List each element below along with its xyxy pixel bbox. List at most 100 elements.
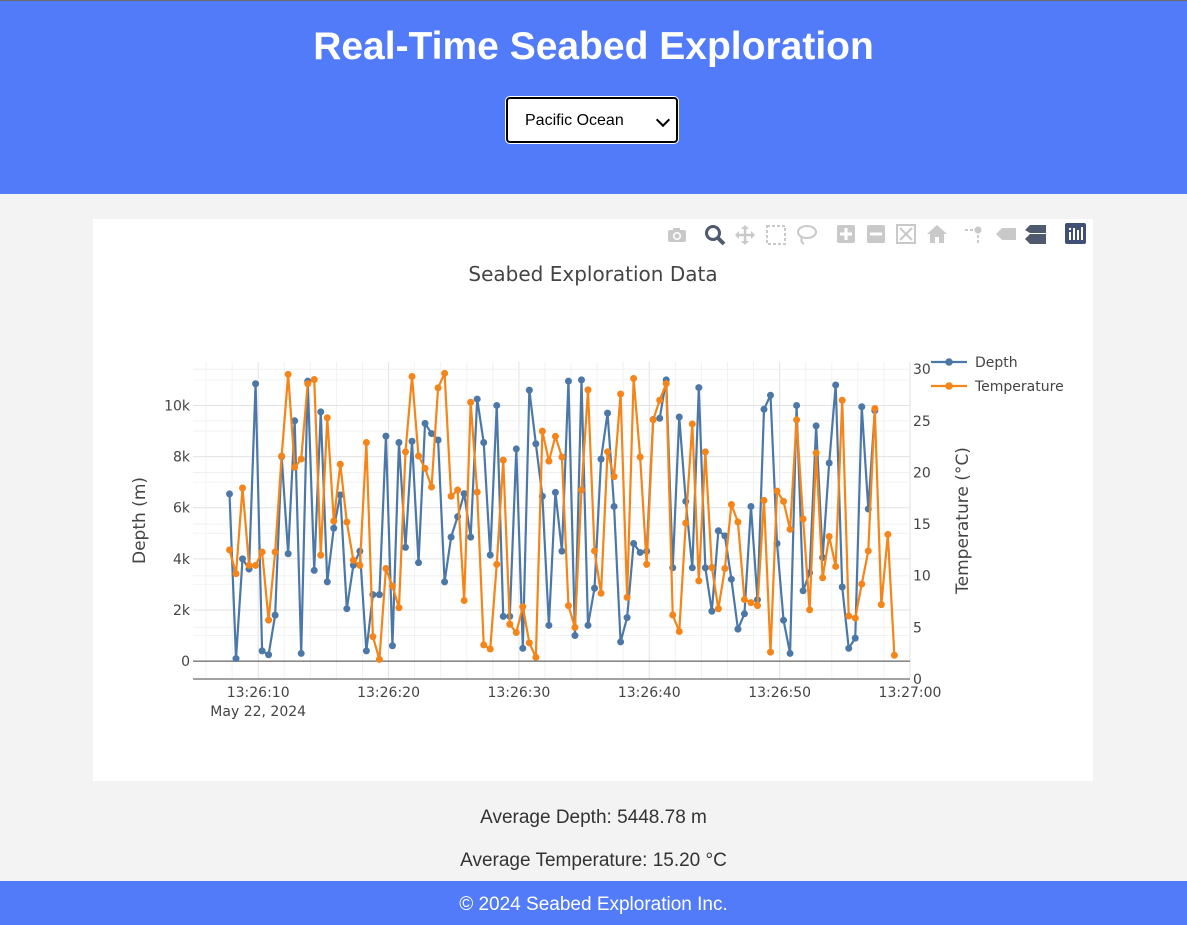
data-point[interactable]	[832, 381, 840, 389]
data-point[interactable]	[421, 419, 429, 427]
data-point[interactable]	[278, 452, 286, 460]
data-point[interactable]	[480, 439, 488, 447]
data-point[interactable]	[688, 564, 696, 572]
data-point[interactable]	[740, 595, 748, 603]
hover-compare-icon[interactable]	[1025, 225, 1046, 244]
data-point[interactable]	[265, 651, 273, 659]
data-point[interactable]	[577, 486, 585, 494]
data-point[interactable]	[669, 611, 677, 619]
data-point[interactable]	[401, 543, 409, 551]
data-point[interactable]	[232, 570, 240, 578]
data-point[interactable]	[688, 420, 696, 428]
data-point[interactable]	[375, 655, 383, 663]
data-point[interactable]	[551, 432, 559, 440]
data-point[interactable]	[747, 502, 755, 510]
data-point[interactable]	[662, 380, 670, 388]
data-point[interactable]	[506, 620, 514, 628]
data-point[interactable]	[617, 390, 625, 398]
data-point[interactable]	[480, 641, 488, 649]
data-point[interactable]	[786, 525, 794, 533]
data-point[interactable]	[753, 602, 761, 610]
data-point[interactable]	[519, 603, 527, 611]
reset-axes-icon[interactable]	[927, 225, 947, 243]
data-point[interactable]	[675, 413, 683, 421]
data-point[interactable]	[545, 621, 553, 629]
data-point[interactable]	[493, 560, 501, 568]
data-point[interactable]	[434, 384, 442, 392]
data-point[interactable]	[695, 384, 703, 392]
data-point[interactable]	[760, 405, 768, 413]
data-point[interactable]	[447, 492, 455, 500]
data-point[interactable]	[701, 564, 709, 572]
lasso-select-icon[interactable]	[797, 225, 817, 245]
data-point[interactable]	[701, 448, 709, 456]
data-point[interactable]	[460, 597, 468, 605]
data-point[interactable]	[747, 599, 755, 607]
region-select[interactable]: Pacific Ocean	[506, 97, 678, 143]
hover-closest-icon[interactable]	[996, 228, 1016, 240]
data-point[interactable]	[630, 540, 638, 548]
data-point[interactable]	[734, 518, 742, 526]
data-point[interactable]	[473, 488, 481, 496]
data-point[interactable]	[773, 487, 781, 495]
zoom-in-icon[interactable]	[837, 225, 855, 243]
data-point[interactable]	[708, 563, 716, 571]
data-point[interactable]	[786, 649, 794, 657]
data-point[interactable]	[369, 633, 377, 641]
data-point[interactable]	[512, 629, 520, 637]
data-point[interactable]	[767, 391, 775, 399]
data-point[interactable]	[591, 547, 599, 555]
data-point[interactable]	[349, 561, 357, 569]
data-point[interactable]	[460, 490, 468, 498]
data-point[interactable]	[349, 556, 357, 564]
data-point[interactable]	[799, 515, 807, 523]
data-point[interactable]	[441, 369, 449, 377]
data-point[interactable]	[538, 427, 546, 435]
data-point[interactable]	[395, 604, 403, 612]
data-point[interactable]	[851, 614, 859, 622]
data-point[interactable]	[245, 561, 253, 569]
data-point[interactable]	[271, 611, 279, 619]
data-point[interactable]	[375, 591, 383, 599]
data-point[interactable]	[623, 614, 631, 622]
data-point[interactable]	[297, 649, 305, 657]
data-point[interactable]	[591, 584, 599, 592]
data-point[interactable]	[649, 416, 657, 424]
data-point[interactable]	[343, 605, 351, 613]
data-point[interactable]	[793, 401, 801, 409]
data-point[interactable]	[519, 644, 527, 652]
pan-icon[interactable]	[735, 225, 755, 245]
data-point[interactable]	[291, 417, 299, 425]
zoom-icon[interactable]	[705, 225, 726, 246]
data-point[interactable]	[395, 439, 403, 447]
data-point[interactable]	[799, 587, 807, 595]
data-point[interactable]	[597, 455, 605, 463]
data-point[interactable]	[408, 437, 416, 445]
data-point[interactable]	[330, 524, 338, 532]
data-point[interactable]	[408, 372, 416, 380]
data-point[interactable]	[415, 452, 423, 460]
data-point[interactable]	[434, 436, 442, 444]
data-point[interactable]	[584, 386, 592, 394]
data-point[interactable]	[623, 593, 631, 601]
data-point[interactable]	[884, 530, 892, 538]
data-point[interactable]	[597, 589, 605, 597]
data-point[interactable]	[780, 616, 788, 624]
data-point[interactable]	[486, 551, 494, 559]
data-point[interactable]	[564, 602, 572, 610]
data-point[interactable]	[740, 610, 748, 618]
data-point[interactable]	[877, 601, 885, 609]
data-point[interactable]	[890, 651, 898, 659]
data-point[interactable]	[610, 502, 618, 510]
data-point[interactable]	[825, 459, 833, 467]
zoom-out-icon[interactable]	[867, 225, 885, 243]
data-point[interactable]	[571, 623, 579, 631]
data-point[interactable]	[271, 548, 279, 556]
data-point[interactable]	[239, 555, 247, 563]
data-point[interactable]	[330, 517, 338, 525]
data-point[interactable]	[727, 575, 735, 583]
data-point[interactable]	[441, 578, 449, 586]
data-point[interactable]	[252, 380, 260, 388]
data-point[interactable]	[362, 647, 370, 655]
data-point[interactable]	[258, 548, 266, 556]
